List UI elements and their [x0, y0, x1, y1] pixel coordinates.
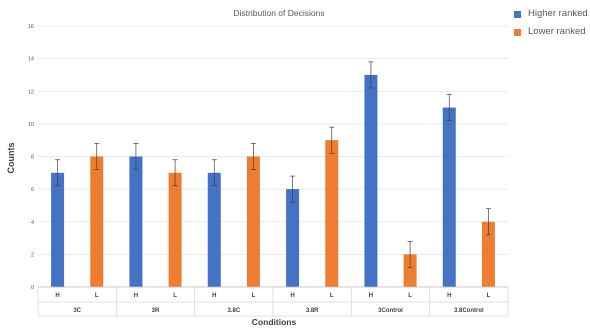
subcategory-label: H — [212, 293, 216, 299]
chart-title: Distribution of Decisions — [233, 8, 324, 18]
bar — [481, 221, 495, 287]
bar — [325, 140, 339, 287]
y-tick-label: 6 — [31, 187, 34, 193]
group-label: 3.8C — [227, 308, 240, 314]
bar — [207, 172, 221, 287]
bar — [168, 172, 182, 287]
bar — [90, 156, 104, 287]
legend-label-higher: Higher ranked — [528, 8, 588, 19]
bar — [403, 254, 417, 287]
subcategory-label: L — [95, 293, 99, 299]
y-tick-labels: 0 2 4 6 8 10 12 14 16 — [28, 24, 34, 291]
y-tick-label: 12 — [28, 89, 34, 95]
y-tick-label: 4 — [31, 220, 34, 226]
group-label: 3R — [152, 308, 160, 314]
subcategory-label: H — [290, 293, 294, 299]
subcategory-label: H — [447, 293, 451, 299]
y-tick-label: 8 — [31, 155, 34, 161]
legend-swatch-lower — [514, 29, 521, 36]
group-label: 3C — [73, 308, 81, 314]
y-axis-label: Counts — [6, 143, 16, 174]
group-label: 3.8R — [306, 308, 319, 314]
y-tick-label: 2 — [31, 252, 34, 258]
bars — [51, 74, 495, 287]
legend-label-lower: Lower ranked — [528, 26, 586, 37]
subcategory-label: H — [369, 293, 373, 299]
subcategory-label: L — [408, 293, 412, 299]
bar — [286, 189, 300, 287]
subcategory-label: L — [173, 293, 177, 299]
bar — [51, 172, 65, 287]
subcategory-label: L — [252, 293, 256, 299]
gridlines — [38, 25, 508, 288]
bar — [364, 74, 378, 287]
y-tick-label: 10 — [28, 122, 34, 128]
y-tick-label: 16 — [28, 24, 34, 30]
legend-swatch-higher — [514, 11, 521, 18]
group-label: 3Control — [378, 308, 403, 314]
subcategory-label: L — [330, 293, 334, 299]
subcategory-label: L — [487, 293, 491, 299]
subcategory-label: H — [55, 293, 59, 299]
error-bars — [55, 61, 491, 268]
x-axis-label: Conditions — [252, 317, 297, 327]
y-tick-label: 14 — [28, 57, 34, 63]
subcategory-label: H — [134, 293, 138, 299]
bar — [129, 156, 143, 287]
x-axis: 3C H L 3R H L 3.8C H L 3.8R H L 3Control H L 3.8Control… — [37, 286, 509, 317]
y-tick-label: 0 — [31, 285, 34, 291]
bar — [442, 107, 456, 287]
bar — [246, 156, 260, 287]
group-label: 3.8Control — [454, 308, 484, 314]
